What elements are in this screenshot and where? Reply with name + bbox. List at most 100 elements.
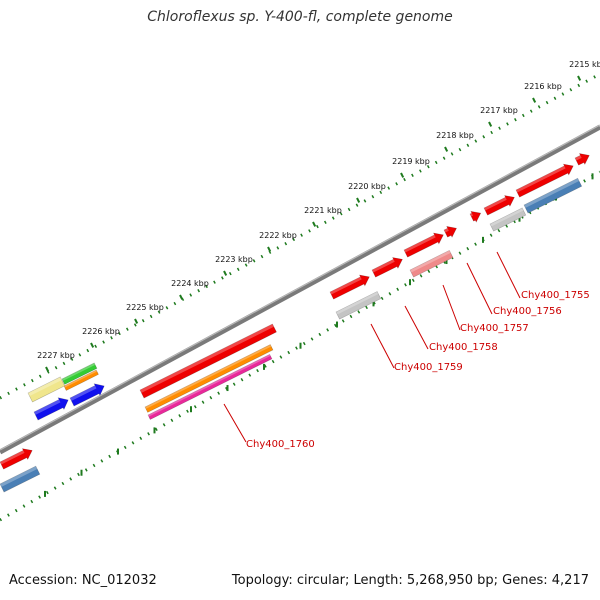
scale-tick-label: 2223 kbp — [215, 255, 253, 264]
gene-orange-left-highlight — [64, 369, 98, 388]
gene-chy400-1756-highlight — [484, 197, 507, 211]
gene-orange-band — [144, 344, 274, 413]
gene-orange-band-highlight — [145, 344, 272, 409]
leader-line — [223, 403, 247, 443]
gene-blue-left-b-highlight — [70, 385, 97, 401]
scale-tick-mark — [444, 146, 449, 152]
backbone-line — [0, 124, 600, 455]
scale-tick-mark — [45, 366, 50, 372]
scale-tick-mark — [532, 97, 537, 103]
leader-line — [370, 323, 395, 369]
scale-tick-label: 2216 kbp — [524, 82, 562, 91]
genome-backbone — [0, 124, 600, 455]
gene-gray-mid — [335, 291, 382, 320]
gene-labels: Chy400_1755 Chy400_1756 Chy400_1757 Chy400_… — [246, 290, 590, 450]
gene-label: Chy400_1757 — [460, 323, 529, 334]
scale-tick-mark — [577, 75, 582, 81]
gene-chy400-1760-highlight — [140, 323, 274, 393]
gene-red-b — [371, 257, 403, 278]
scale-tick-label: 2219 kbp — [392, 157, 430, 166]
gene-label: Chy400_1759 — [394, 362, 463, 373]
gene-features — [0, 153, 590, 493]
scale-tick-label: 2222 kbp — [259, 231, 297, 240]
gene-green-left — [61, 362, 98, 385]
gene-red-far-left-shape — [0, 448, 33, 470]
scale-tick-mark — [223, 270, 228, 276]
scale-tick-label: 2226 kbp — [82, 327, 120, 336]
gene-magenta-band-highlight — [148, 354, 271, 417]
scale-tick-mark — [488, 121, 493, 127]
gene-khaki-left-highlight — [28, 376, 62, 397]
gene-gray-mid-shape — [335, 291, 382, 320]
gene-red-small-mid — [443, 226, 457, 238]
gene-red-small-mid-shape — [443, 226, 457, 238]
gene-steelblue-far-left — [0, 465, 41, 493]
gene-label: Chy400_1755 — [521, 290, 590, 301]
gene-red-small-right-highlight — [575, 155, 582, 161]
gene-magenta-band — [147, 353, 273, 420]
gene-red-stub — [469, 210, 482, 223]
outer-scale-dotted-line — [0, 72, 600, 400]
scale-tick-mark — [356, 197, 361, 203]
gene-chy400-1759-highlight — [330, 276, 362, 295]
gene-khaki-left-shape — [27, 376, 66, 403]
gene-green-left-highlight — [62, 362, 96, 381]
leader-line — [466, 262, 493, 315]
gene-steelblue-far-left-highlight — [0, 466, 38, 487]
gene-chy400-1755-highlight — [516, 165, 566, 193]
leader-line — [442, 284, 461, 331]
gene-red-stub-highlight — [470, 213, 474, 217]
gene-chy400-1756 — [483, 195, 515, 216]
gene-steelblue-far-left-shape — [0, 465, 41, 493]
scale-tick-label: 2218 kbp — [436, 131, 474, 140]
leader-line — [496, 251, 521, 299]
gene-green-left-shape — [61, 362, 98, 385]
genome-summary-text: Topology: circular; Length: 5,268,950 bp… — [231, 573, 589, 588]
scale-tick-label: 2215 kbp — [569, 60, 600, 69]
label-leader-lines — [223, 251, 521, 443]
gene-magenta-band-shape — [147, 353, 273, 420]
gene-chy400-1755 — [515, 163, 574, 198]
scale-tick-label: 2220 kbp — [348, 182, 386, 191]
gene-gray-mid-highlight — [336, 291, 379, 315]
scale-tick-mark — [400, 172, 405, 178]
gene-red-small-mid-highlight — [444, 228, 449, 233]
gene-blue-left-b-shape — [69, 383, 105, 407]
gene-chy400-1757-highlight — [404, 234, 436, 253]
scale-tick-mark — [90, 342, 95, 348]
scale-tick-mark — [312, 221, 317, 227]
gene-orange-left — [63, 369, 99, 391]
gene-steelblue-right-highlight — [524, 178, 580, 208]
gene-gray-right — [489, 207, 527, 232]
gene-orange-band-shape — [144, 344, 274, 413]
scale-tick-mark — [179, 294, 184, 300]
scale-tick-mark — [134, 318, 139, 324]
gene-label: Chy400_1758 — [429, 342, 498, 353]
scale-tick-label: 2225 kbp — [126, 303, 164, 312]
gene-chy400-1760-shape — [139, 323, 277, 399]
leader-line — [404, 305, 429, 350]
gene-red-far-left — [0, 448, 33, 470]
map-title: Chloroflexus sp. Y-400-fl, complete geno… — [147, 9, 453, 25]
gene-blue-left-b — [69, 383, 105, 407]
scale-tick-label: 2224 kbp — [171, 279, 209, 288]
gene-gray-right-highlight — [490, 207, 524, 227]
gene-chy400-1759 — [329, 274, 370, 300]
gene-gray-right-shape — [489, 207, 527, 232]
gene-red-b-shape — [371, 257, 403, 278]
gene-blue-left-a — [33, 397, 69, 421]
gene-chy400-1757-shape — [403, 232, 444, 258]
gene-chy400-1759-shape — [329, 274, 370, 300]
gene-label: Chy400_1760 — [246, 439, 315, 450]
scale-tick-label: 2227 kbp — [37, 351, 75, 360]
gene-label: Chy400_1756 — [493, 306, 562, 317]
gene-chy400-1755-shape — [515, 163, 574, 198]
accession-text: Accession: NC_012032 — [9, 573, 157, 588]
gene-orange-left-shape — [63, 369, 99, 391]
gene-chy400-1758-highlight — [410, 250, 451, 273]
gene-red-small-right-shape — [574, 153, 590, 166]
gene-chy400-1760 — [139, 323, 277, 399]
gene-chy400-1758-shape — [409, 249, 454, 278]
gene-blue-left-a-highlight — [34, 399, 61, 415]
